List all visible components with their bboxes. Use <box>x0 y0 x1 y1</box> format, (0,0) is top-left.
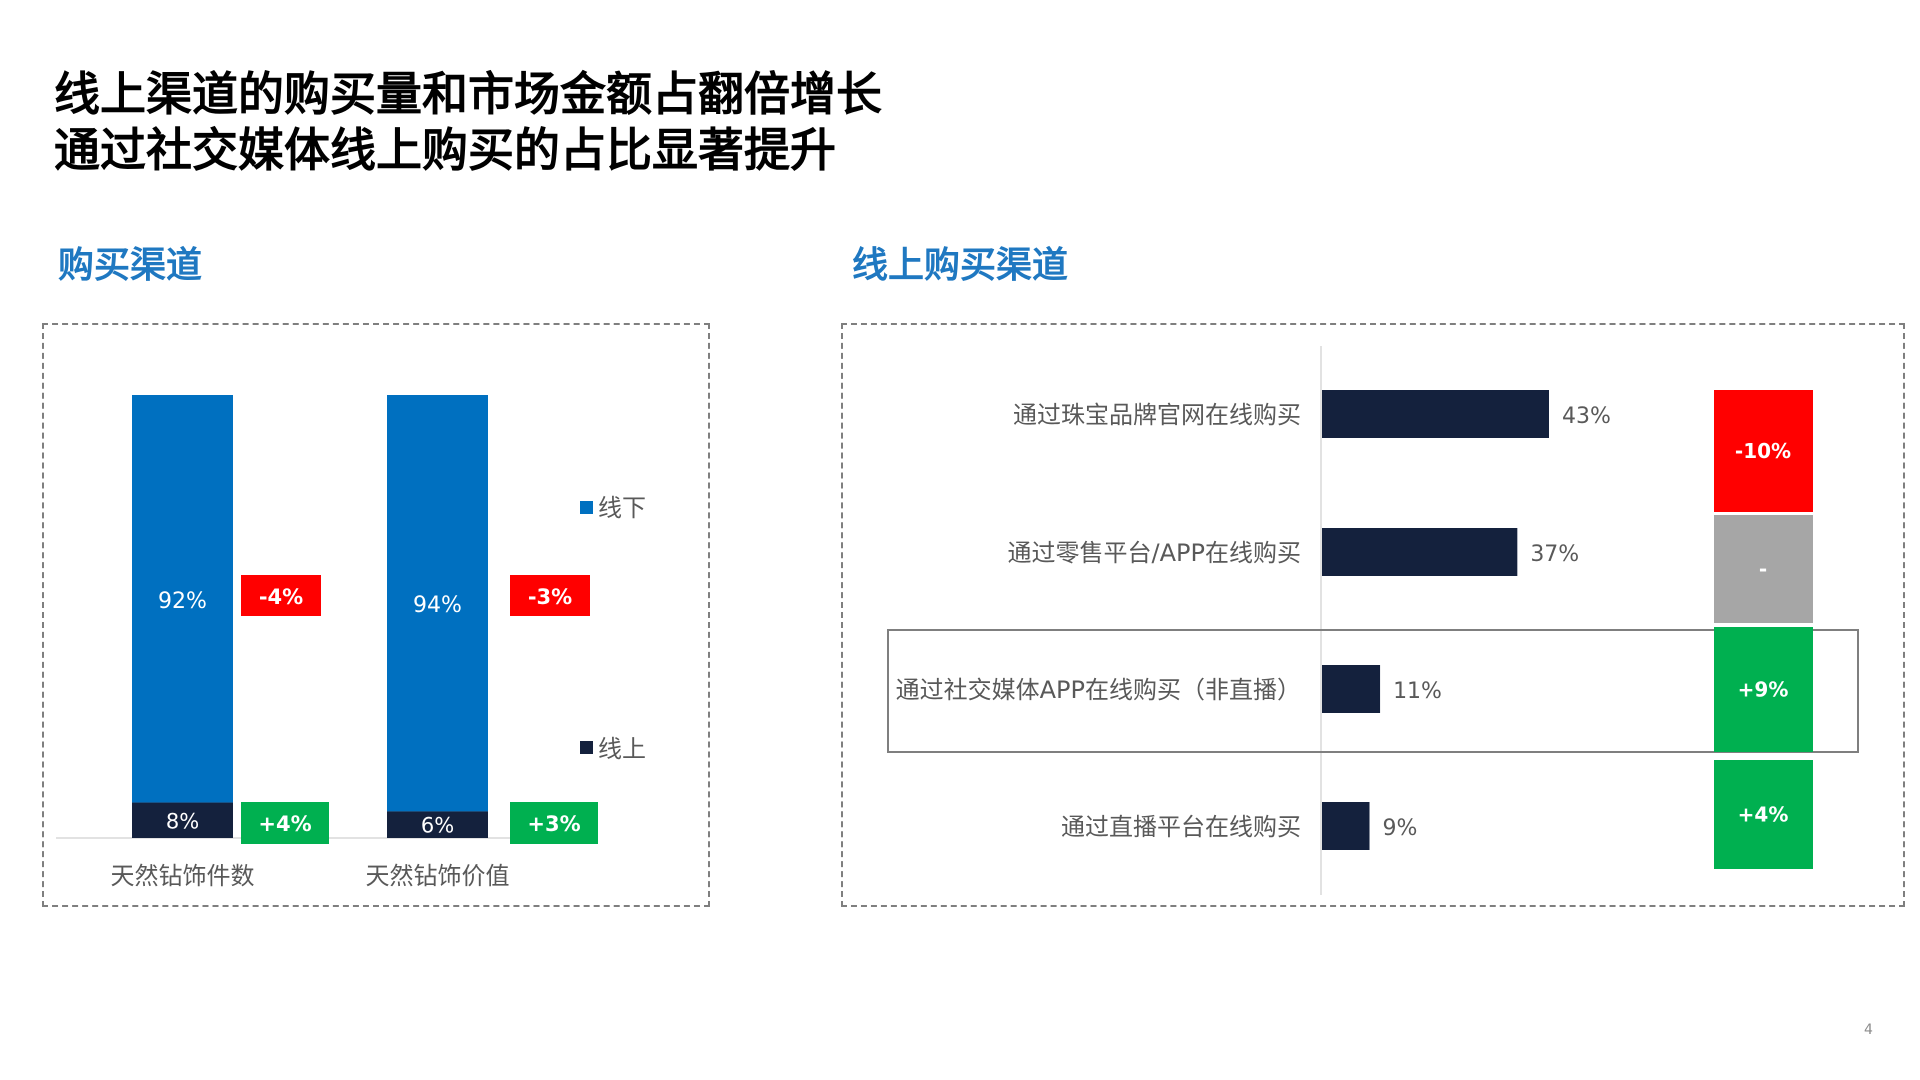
legend-offline-label: 线下 <box>598 494 646 522</box>
change-label: +4% <box>1738 803 1789 827</box>
online-change-label: +4% <box>258 812 311 836</box>
right-section-title: 线上购买渠道 <box>852 245 1069 286</box>
change-label: -10% <box>1735 439 1791 463</box>
offline-value-label: 92% <box>158 589 207 614</box>
online-bar <box>387 811 488 838</box>
change-badge <box>1714 627 1813 752</box>
channel-value-label: 11% <box>1393 679 1442 704</box>
left-chart-frame <box>42 323 710 907</box>
channel-category-label: 通过直播平台在线购买 <box>1061 813 1301 841</box>
offline-change-badge <box>241 575 321 616</box>
channel-bar <box>1322 528 1518 576</box>
channel-bar <box>1322 390 1549 438</box>
offline-value-label: 94% <box>413 593 462 618</box>
online-value-label: 8% <box>166 809 199 833</box>
offline-change-label: -3% <box>528 585 572 609</box>
left-section-title: 购买渠道 <box>58 245 203 286</box>
online-value-label: 6% <box>421 814 454 838</box>
offline-change-label: -4% <box>259 585 303 609</box>
online-change-badge <box>241 802 329 844</box>
offline-bar <box>387 395 488 812</box>
legend-online-swatch <box>580 741 593 754</box>
highlight-box <box>887 629 1859 753</box>
channel-bar <box>1322 665 1381 713</box>
change-badge <box>1714 390 1813 512</box>
offline-change-badge <box>510 575 590 616</box>
legend-online-label: 线上 <box>598 735 646 763</box>
channel-category-label: 通过零售平台/APP在线购买 <box>1008 539 1301 567</box>
channel-value-label: 43% <box>1562 404 1611 429</box>
change-label: +9% <box>1738 678 1789 702</box>
slide-title-line-2: 通过社交媒体线上购买的占比显著提升 <box>54 123 836 177</box>
legend-offline-swatch <box>580 501 593 514</box>
channel-bar <box>1322 802 1370 850</box>
category-label: 天然钻饰价值 <box>366 862 510 890</box>
right-chart-frame <box>841 323 1905 907</box>
offline-bar <box>132 395 233 803</box>
channel-category-label: 通过珠宝品牌官网在线购买 <box>1013 401 1301 429</box>
change-badge <box>1714 515 1813 623</box>
online-change-badge <box>510 802 598 844</box>
slide-title-line-1: 线上渠道的购买量和市场金额占翻倍增长 <box>54 67 882 121</box>
change-label: - <box>1759 557 1767 581</box>
category-label: 天然钻饰件数 <box>111 862 255 890</box>
change-badge <box>1714 760 1813 869</box>
page-number: 4 <box>1864 1022 1873 1038</box>
online-change-label: +3% <box>527 812 580 836</box>
channel-value-label: 37% <box>1530 542 1579 567</box>
online-bar <box>132 802 233 838</box>
channel-category-label: 通过社交媒体APP在线购买（非直播） <box>896 676 1301 704</box>
channel-value-label: 9% <box>1383 816 1418 841</box>
